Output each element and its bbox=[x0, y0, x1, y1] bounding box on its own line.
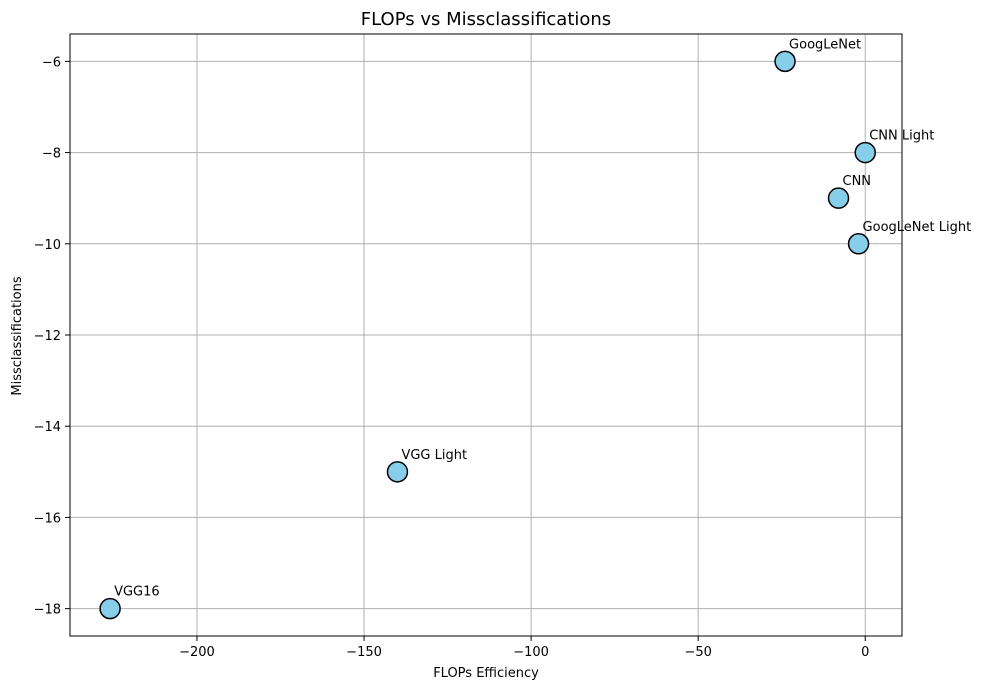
x-tick-label: −50 bbox=[684, 645, 711, 660]
data-point-label: CNN bbox=[843, 174, 872, 189]
y-tick-label: −10 bbox=[34, 238, 61, 253]
x-axis-ticks: −200 −150 −100 −50 0 bbox=[179, 636, 869, 660]
data-point bbox=[99, 597, 121, 620]
data-point-label: VGG Light bbox=[401, 448, 467, 463]
data-point-label: GoogLeNet bbox=[789, 37, 861, 52]
chart-title: FLOPs vs Missclassifications bbox=[361, 9, 611, 30]
y-tick-label: −8 bbox=[42, 147, 61, 162]
data-point bbox=[386, 461, 409, 483]
y-tick-label: −12 bbox=[34, 329, 61, 344]
data-point-label: VGG16 bbox=[114, 585, 160, 600]
plot-frame bbox=[69, 33, 903, 637]
y-tick-label: −16 bbox=[34, 511, 61, 526]
x-tick-label: −100 bbox=[513, 645, 549, 660]
y-tick-label: −18 bbox=[34, 603, 61, 618]
data-point bbox=[847, 233, 870, 255]
y-axis-label: Missclassifications bbox=[10, 276, 25, 395]
x-tick-label: −150 bbox=[346, 645, 382, 660]
y-tick-label: −6 bbox=[42, 55, 61, 70]
x-axis-label: FLOPs Efficiency bbox=[433, 666, 539, 681]
data-point bbox=[774, 50, 796, 73]
data-point bbox=[827, 187, 850, 209]
grid bbox=[70, 34, 902, 636]
x-tick-label: −200 bbox=[179, 645, 215, 660]
data-point bbox=[854, 141, 876, 164]
y-tick-label: −14 bbox=[34, 420, 61, 435]
data-points bbox=[99, 50, 876, 620]
y-axis-ticks: −18 −16 −14 −12 −10 −8 −6 bbox=[34, 55, 70, 618]
data-point-labels: GoogLeNet CNN Light CNN GoogLeNet Light VGG … bbox=[114, 37, 971, 599]
x-tick-label: 0 bbox=[861, 645, 869, 660]
data-point-label: CNN Light bbox=[869, 129, 934, 144]
data-point-label: GoogLeNet Light bbox=[863, 220, 972, 235]
